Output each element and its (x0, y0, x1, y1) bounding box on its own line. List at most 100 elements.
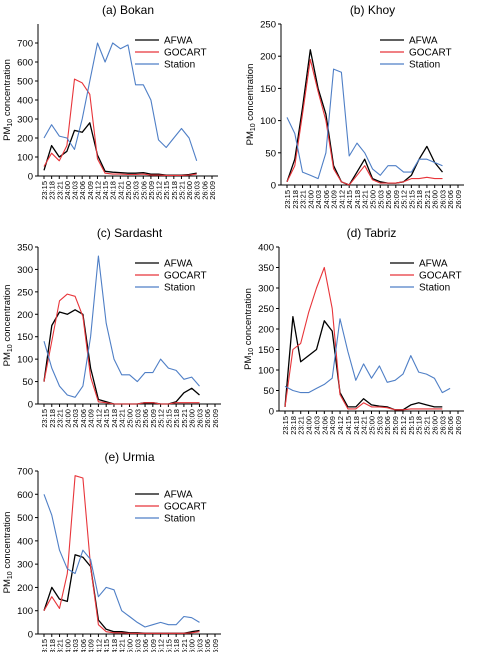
y-tick-label: 300 (258, 284, 274, 295)
x-tick-label: 24:21 (360, 416, 369, 435)
y-axis-label: PM10 concentration (2, 59, 14, 141)
x-tick-label: 26:03 (193, 181, 202, 200)
x-tick-label: 26:00 (188, 639, 197, 652)
x-tick-label: 24:18 (352, 416, 361, 435)
x-tick-label: 24:09 (86, 181, 95, 200)
x-tick-label: 24:09 (87, 409, 96, 428)
x-tick-label: 25:21 (177, 181, 186, 200)
x-tick-label: 26:06 (200, 181, 209, 200)
x-tick-label: 26:09 (454, 190, 463, 209)
x-tick-label: 24:12 (93, 181, 102, 200)
y-tick-label: 200 (17, 310, 33, 321)
series-line-afwa (43, 122, 197, 176)
y-tick-label: 700 (17, 467, 33, 478)
x-tick-label: 24:12 (336, 416, 345, 435)
chart-panel-3: (c) Sardasht 0 50 100 150 200 250 300 350 PM10 co… (2, 226, 221, 428)
y-tick-label: 600 (17, 490, 33, 501)
legend-label: GOCART (419, 271, 462, 282)
y-tick-label: 100 (258, 366, 274, 377)
chart-title: (a) Bokan (102, 3, 154, 17)
y-tick-label: 350 (17, 243, 33, 254)
x-tick-label: 25:00 (369, 190, 378, 209)
x-tick-label: 24:18 (110, 639, 119, 652)
x-tick-label: 23:21 (299, 190, 308, 209)
legend-label: GOCART (164, 271, 207, 282)
x-tick-label: 23:18 (289, 416, 298, 435)
x-tick-label: 24:06 (322, 190, 331, 209)
x-tick-label: 25:15 (162, 181, 171, 200)
legend-label: Station (164, 283, 195, 294)
x-tick-label: 24:00 (63, 639, 72, 652)
legend-label: GOCART (409, 48, 452, 59)
y-tick-label: 0 (28, 400, 33, 411)
x-tick-label: 25:03 (376, 190, 385, 209)
series-line-station (43, 42, 198, 161)
x-tick-label: 25:12 (400, 190, 409, 209)
x-tick-label: 25:09 (149, 409, 158, 428)
x-tick-label: 24:06 (78, 181, 87, 200)
x-tick-label: 24:12 (337, 190, 346, 209)
x-tick-label: 25:09 (149, 639, 158, 652)
x-tick-label: 26:00 (431, 190, 440, 209)
x-tick-label: 25:18 (415, 416, 424, 435)
x-tick-label: 24:03 (71, 181, 80, 200)
x-tick-label: 25:18 (170, 181, 179, 200)
y-tick-label: 100 (17, 606, 33, 617)
y-tick-label: 200 (260, 52, 276, 63)
series-line-gocart (284, 266, 443, 411)
chart-title: (d) Tabriz (347, 226, 397, 240)
x-tick-label: 23:18 (48, 639, 57, 652)
legend-label: Station (409, 60, 440, 71)
y-tick-label: 600 (17, 58, 33, 69)
x-tick-label: 24:03 (312, 416, 321, 435)
x-tick-label: 25:03 (133, 639, 142, 652)
legend-label: GOCART (164, 48, 207, 59)
series-line-gocart (286, 58, 443, 186)
series-line-gocart (43, 475, 200, 634)
x-tick-label: 25:03 (133, 409, 142, 428)
x-tick-label: 25:15 (164, 409, 173, 428)
y-tick-label: 200 (17, 134, 33, 145)
series-line-station (43, 255, 200, 398)
x-tick-label: 25:18 (172, 409, 181, 428)
y-tick-label: 50 (265, 148, 276, 159)
x-tick-label: 25:15 (407, 190, 416, 209)
x-tick-label: 25:12 (157, 409, 166, 428)
x-tick-label: 24:18 (353, 190, 362, 209)
x-tick-label: 26:00 (430, 416, 439, 435)
y-tick-label: 300 (17, 560, 33, 571)
x-tick-label: 26:09 (211, 409, 220, 428)
y-tick-label: 700 (17, 39, 33, 50)
x-tick-label: 23:18 (291, 190, 300, 209)
y-tick-label: 0 (271, 181, 276, 192)
y-tick-label: 250 (258, 304, 274, 315)
x-tick-label: 24:21 (361, 190, 370, 209)
y-tick-label: 300 (17, 115, 33, 126)
x-tick-label: 23:15 (40, 181, 49, 200)
y-axis-label: PM10 concentration (2, 512, 14, 594)
x-tick-label: 23:15 (283, 190, 292, 209)
x-tick-label: 26:00 (188, 409, 197, 428)
x-tick-label: 24:15 (101, 181, 110, 200)
x-tick-label: 25:06 (383, 416, 392, 435)
y-axis-label: PM10 concentration (2, 285, 14, 367)
x-tick-label: 23:21 (56, 639, 65, 652)
x-tick-label: 24:00 (63, 181, 72, 200)
x-tick-label: 25:06 (141, 409, 150, 428)
x-tick-label: 25:09 (392, 190, 401, 209)
x-tick-label: 25:06 (384, 190, 393, 209)
x-tick-label: 24:18 (110, 409, 119, 428)
y-tick-label: 250 (17, 287, 33, 298)
chart-title: (e) Urmia (105, 450, 155, 464)
x-tick-label: 23:21 (55, 181, 64, 200)
x-tick-label: 24:15 (344, 416, 353, 435)
y-axis-label: PM10 concentration (243, 288, 255, 370)
y-tick-label: 500 (17, 513, 33, 524)
x-tick-label: 24:06 (79, 409, 88, 428)
x-tick-label: 26:00 (185, 181, 194, 200)
x-tick-label: 25:18 (172, 639, 181, 652)
x-tick-label: 25:12 (155, 181, 164, 200)
legend-label: Station (419, 283, 450, 294)
x-tick-label: 24:06 (79, 639, 88, 652)
